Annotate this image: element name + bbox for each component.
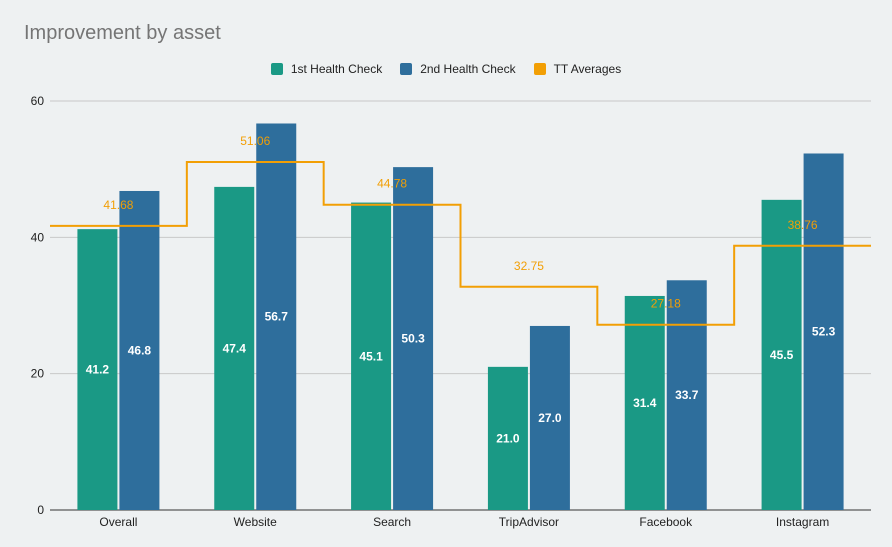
- y-tick-label: 40: [31, 230, 45, 244]
- y-tick-label: 60: [31, 94, 45, 108]
- x-tick-label: Overall: [99, 515, 137, 529]
- legend-swatch-2nd-health-check: [400, 63, 413, 75]
- bar-2nd-health-check: [529, 325, 570, 510]
- legend: 1st Health Check 2nd Health Check TT Ave…: [0, 62, 892, 76]
- bar-1st-health-check: [351, 202, 392, 510]
- legend-item-1st-health-check[interactable]: 1st Health Check: [270, 62, 383, 76]
- y-tick-label: 20: [31, 367, 45, 381]
- bar-1st-health-check: [624, 295, 665, 510]
- bar-value-label: 41.2: [86, 363, 110, 377]
- bar-value-label: 27.0: [538, 411, 562, 425]
- bar-2nd-health-check: [256, 123, 297, 511]
- legend-label-2nd-health-check: 2nd Health Check: [420, 62, 516, 76]
- bar-value-label: 45.5: [770, 348, 794, 362]
- bar-value-label: 45.1: [359, 349, 383, 363]
- bar-2nd-health-check: [666, 280, 707, 510]
- tt-average-label: 41.68: [103, 198, 133, 212]
- bar-value-label: 50.3: [401, 332, 425, 346]
- x-tick-label: TripAdvisor: [499, 515, 559, 529]
- bar-1st-health-check: [761, 199, 802, 510]
- tt-averages-line: [50, 160, 871, 326]
- bar-1st-health-check: [487, 366, 528, 510]
- bar-value-label: 56.7: [265, 310, 289, 324]
- x-tick-label: Search: [373, 515, 411, 529]
- x-tick-label: Website: [234, 515, 277, 529]
- bar-value-label: 31.4: [633, 396, 657, 410]
- bar-value-label: 33.7: [675, 388, 699, 402]
- bar-1st-health-check: [214, 186, 255, 510]
- x-tick-label: Facebook: [639, 515, 693, 529]
- bar-value-label: 47.4: [223, 341, 247, 355]
- y-tick-label: 0: [37, 503, 44, 517]
- tt-average-label: 27.18: [651, 297, 681, 311]
- legend-swatch-tt-averages: [533, 63, 546, 75]
- bar-2nd-health-check: [119, 190, 160, 511]
- bar-1st-health-check: [77, 229, 118, 511]
- legend-label-1st-health-check: 1st Health Check: [290, 62, 383, 76]
- bar-value-label: 21.0: [496, 431, 520, 445]
- tt-average-label: 51.06: [240, 134, 270, 148]
- tt-average-label: 32.75: [514, 259, 544, 273]
- tt-average-label: 38.76: [788, 218, 818, 232]
- chart-title: Improvement by asset: [24, 22, 221, 44]
- bar-2nd-health-check: [803, 153, 844, 510]
- bar-value-label: 52.3: [812, 325, 836, 339]
- legend-label-tt-averages: TT Averages: [553, 62, 622, 76]
- x-tick-label: Instagram: [776, 515, 829, 529]
- bar-value-label: 46.8: [128, 343, 152, 357]
- legend-swatch-1st-health-check: [270, 63, 283, 75]
- legend-item-2nd-health-check[interactable]: 2nd Health Check: [400, 62, 516, 76]
- bar-2nd-health-check: [393, 167, 434, 510]
- tt-average-label: 44.78: [377, 177, 407, 191]
- legend-item-tt-averages[interactable]: TT Averages: [533, 62, 622, 76]
